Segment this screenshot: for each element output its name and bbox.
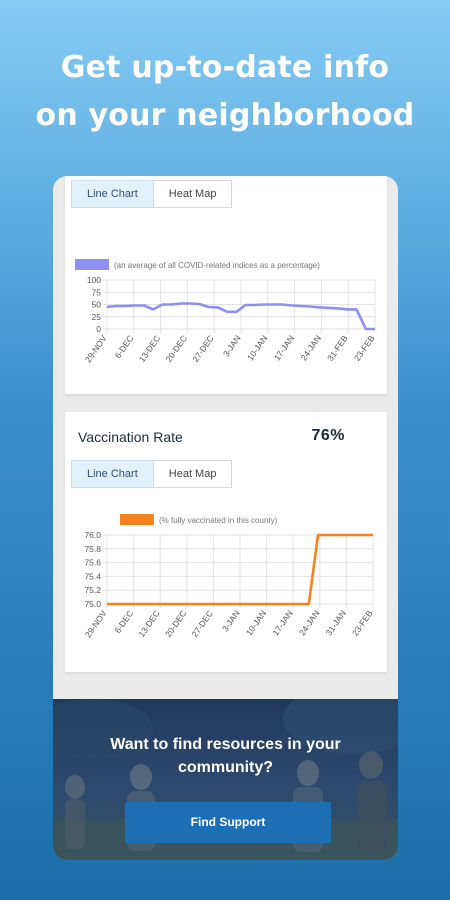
card-title: Vaccination Rate — [78, 429, 183, 445]
vaccination-chart: (% fully vaccinated in this county) 75.0 7… — [83, 514, 375, 639]
vaccination-card: Vaccination Rate 76% Line Chart Heat Map… — [65, 412, 387, 672]
x-tick-label: 10-JAN — [245, 333, 269, 362]
x-tick-label: 3-JAN — [220, 608, 242, 633]
support-banner: Want to find resources in your community… — [53, 699, 398, 860]
chart-type-toggle: Line Chart Heat Map — [71, 460, 233, 488]
y-tick-label: 75.8 — [84, 544, 101, 554]
x-tick-label: 6-DEC — [113, 333, 136, 360]
tab-line-chart[interactable]: Line Chart — [71, 460, 154, 488]
y-tick-label: 75.2 — [84, 585, 101, 595]
y-tick-label: 75.6 — [84, 558, 101, 568]
y-tick-label: 50 — [92, 300, 102, 310]
x-tick-label: 3-JAN — [221, 333, 243, 358]
x-tick-label: 17-JAN — [270, 608, 294, 637]
vaccination-rate-value: 76% — [311, 427, 345, 444]
headline: Get up-to-date info on your neighborhood — [0, 44, 450, 140]
y-tick-label: 75.4 — [84, 571, 101, 581]
x-tick-label: 6-DEC — [112, 608, 135, 635]
x-tick-label: 23-FEB — [352, 333, 377, 363]
x-tick-label: 24-JAN — [299, 333, 323, 362]
legend-swatch — [120, 514, 154, 525]
x-tick-label: 31-JAN — [324, 608, 348, 637]
banner-line-1: Want to find resources in your — [110, 736, 341, 753]
x-tick-label: 29-NOV — [83, 608, 109, 639]
series-line — [106, 302, 375, 331]
x-tick-label: 10-JAN — [244, 608, 268, 637]
tab-line-chart[interactable]: Line Chart — [71, 180, 154, 208]
y-tick-label: 25 — [92, 312, 102, 322]
y-tick-label: 76.0 — [84, 530, 101, 540]
legend-swatch — [75, 259, 109, 270]
series-line — [107, 533, 373, 606]
y-tick-label: 75.0 — [84, 599, 101, 609]
x-tick-label: 13-DEC — [137, 333, 163, 364]
headline-line-1: Get up-to-date info — [60, 50, 390, 85]
x-tick-label: 27-DEC — [190, 333, 216, 364]
find-support-button[interactable]: Find Support — [125, 802, 331, 843]
y-tick-label: 100 — [87, 275, 101, 285]
covid-index-chart: (an average of all COVID-related indices… — [75, 259, 377, 364]
headline-line-2: on your neighborhood — [35, 98, 415, 133]
x-tick-label: 17-JAN — [272, 333, 296, 362]
y-tick-label: 75 — [92, 287, 102, 297]
x-tick-label: 13-DEC — [136, 608, 162, 639]
legend-label: (% fully vaccinated in this county) — [159, 516, 278, 525]
x-tick-label: 23-FEB — [350, 608, 375, 638]
banner-line-2: community? — [177, 759, 274, 776]
index-chart-card: Line Chart Heat Map (an average of all C… — [65, 176, 387, 394]
legend-label: (an average of all COVID-related indices… — [114, 261, 320, 270]
chart-type-toggle: Line Chart Heat Map — [71, 180, 233, 208]
x-tick-label: 31-FEB — [325, 333, 350, 363]
y-tick-label: 0 — [96, 324, 101, 334]
x-tick-label: 20-DEC — [164, 333, 190, 364]
banner-message: Want to find resources in your community… — [53, 733, 398, 779]
tab-heat-map[interactable]: Heat Map — [153, 180, 233, 208]
x-tick-label: 29-NOV — [83, 333, 109, 364]
phone-screen: Line Chart Heat Map (an average of all C… — [53, 176, 398, 860]
x-tick-label: 24-JAN — [297, 608, 321, 637]
tab-heat-map[interactable]: Heat Map — [153, 460, 233, 488]
x-tick-label: 27-DEC — [190, 608, 216, 639]
x-tick-label: 20-DEC — [163, 608, 189, 639]
